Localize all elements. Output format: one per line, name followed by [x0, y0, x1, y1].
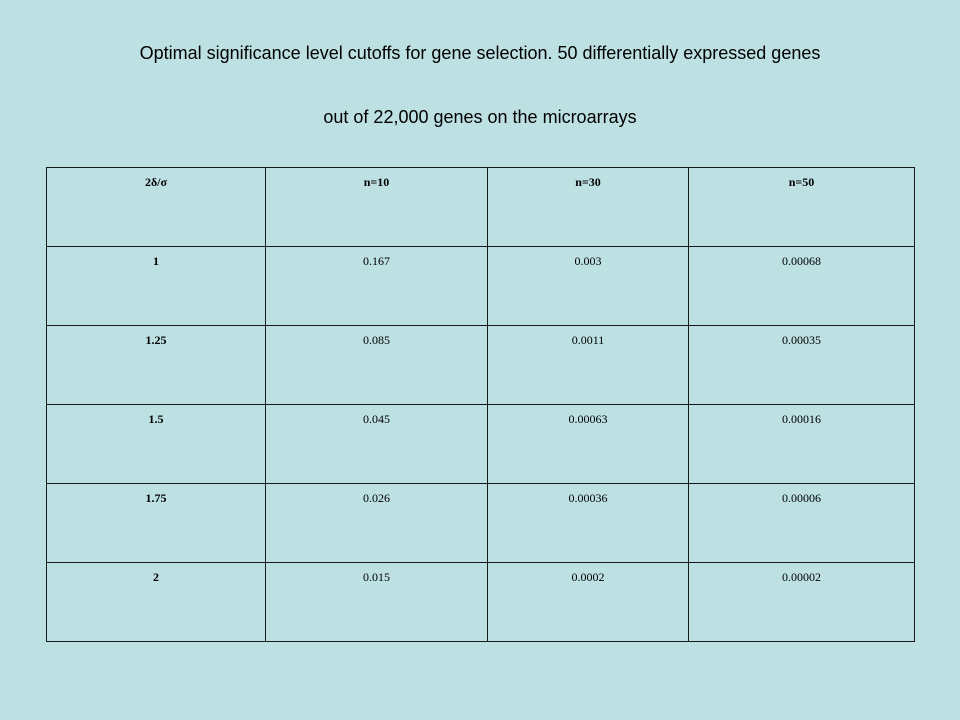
row-label: 1	[153, 254, 159, 268]
header-cell-n50: n=50	[688, 167, 915, 247]
table-row: 1.75 0.026 0.00036 0.00006	[46, 483, 915, 563]
row-label-cell: 1.75	[46, 483, 266, 563]
row-label: 2	[153, 570, 159, 584]
cell-value: 0.00063	[568, 412, 608, 426]
cell-value: 0.00035	[782, 333, 821, 347]
value-cell: 0.085	[265, 325, 488, 405]
table-row: 1 0.167 0.003 0.00068	[46, 246, 915, 326]
table-row: 1.25 0.085 0.0011 0.00035	[46, 325, 915, 405]
header-label: n=30	[575, 175, 601, 189]
value-cell: 0.00035	[688, 325, 915, 405]
value-cell: 0.00002	[688, 562, 915, 642]
cell-value: 0.00068	[782, 254, 821, 268]
title-line-2: out of 22,000 genes on the microarrays	[323, 107, 637, 127]
value-cell: 0.00036	[487, 483, 689, 563]
value-cell: 0.003	[487, 246, 689, 326]
value-cell: 0.045	[265, 404, 488, 484]
header-cell-effect-size: 2δ/σ	[46, 167, 266, 247]
row-label: 1.75	[145, 491, 167, 505]
row-label: 1.25	[145, 333, 167, 347]
title-line-1: Optimal significance level cutoffs for g…	[139, 43, 821, 63]
value-cell: 0.167	[265, 246, 488, 326]
cell-value: 0.015	[363, 570, 390, 584]
header-label: 2δ/σ	[144, 175, 168, 189]
cell-value: 0.003	[574, 254, 602, 268]
value-cell: 0.015	[265, 562, 488, 642]
header-row: 2δ/σ n=10 n=30 n=50	[46, 167, 915, 247]
header-cell-n10: n=10	[265, 167, 488, 247]
cell-value: 0.00002	[782, 570, 821, 584]
header-cell-n30: n=30	[487, 167, 689, 247]
cutoff-table: 2δ/σ n=10 n=30 n=50 1 0.167 0.003 0.0006…	[46, 167, 915, 642]
value-cell: 0.026	[265, 483, 488, 563]
cell-value: 0.00016	[782, 412, 821, 426]
table-row: 2 0.015 0.0002 0.00002	[46, 562, 915, 642]
row-label: 1.5	[148, 412, 164, 426]
cell-value: 0.167	[363, 254, 390, 268]
value-cell: 0.00006	[688, 483, 915, 563]
header-label: n=50	[788, 175, 815, 189]
value-cell: 0.00063	[487, 404, 689, 484]
row-label-cell: 2	[46, 562, 266, 642]
cell-value: 0.0002	[571, 570, 605, 584]
value-cell: 0.00068	[688, 246, 915, 326]
cell-value: 0.026	[363, 491, 390, 505]
row-label-cell: 1.25	[46, 325, 266, 405]
value-cell: 0.0002	[487, 562, 689, 642]
header-label: n=10	[363, 175, 390, 189]
cell-value: 0.00036	[568, 491, 608, 505]
value-cell: 0.00016	[688, 404, 915, 484]
cell-value: 0.00006	[782, 491, 821, 505]
cell-value: 0.085	[363, 333, 390, 347]
cell-value: 0.0011	[571, 333, 605, 347]
value-cell: 0.0011	[487, 325, 689, 405]
table-row: 1.5 0.045 0.00063 0.00016	[46, 404, 915, 484]
row-label-cell: 1	[46, 246, 266, 326]
row-label-cell: 1.5	[46, 404, 266, 484]
cell-value: 0.045	[363, 412, 390, 426]
